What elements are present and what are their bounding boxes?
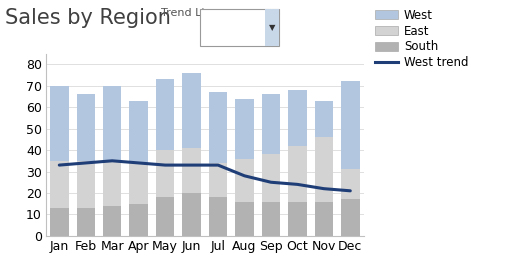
Bar <box>130 163 148 204</box>
Bar <box>76 94 95 161</box>
Bar <box>50 86 69 161</box>
Bar <box>130 101 148 163</box>
Bar <box>288 90 307 146</box>
Bar <box>235 99 254 159</box>
Bar <box>235 202 254 236</box>
Bar <box>182 148 201 193</box>
Legend: West, East, South, West trend: West, East, South, West trend <box>375 9 468 69</box>
Bar <box>103 86 121 161</box>
Bar <box>156 150 175 197</box>
Bar <box>209 197 227 236</box>
Bar <box>235 159 254 202</box>
Bar <box>156 79 175 150</box>
Bar <box>76 161 95 208</box>
Bar <box>50 161 69 208</box>
Bar <box>288 202 307 236</box>
Text: Sales by Region: Sales by Region <box>5 8 171 28</box>
Bar <box>314 137 333 202</box>
Bar <box>314 202 333 236</box>
Bar <box>262 154 280 202</box>
Bar <box>262 202 280 236</box>
Bar <box>103 206 121 236</box>
Bar <box>314 101 333 137</box>
Bar <box>262 94 280 154</box>
Bar <box>130 204 148 236</box>
Text: ▼: ▼ <box>269 23 275 32</box>
Bar <box>341 199 359 236</box>
Bar <box>156 197 175 236</box>
Bar <box>50 208 69 236</box>
Bar <box>182 73 201 148</box>
Bar <box>76 208 95 236</box>
Bar <box>341 81 359 169</box>
Text: West: West <box>206 23 233 32</box>
Bar <box>209 92 227 163</box>
Bar <box>209 163 227 197</box>
Bar <box>341 169 359 199</box>
Bar <box>182 193 201 236</box>
Text: Trend Line:: Trend Line: <box>161 8 222 18</box>
Bar <box>103 161 121 206</box>
Bar <box>288 146 307 202</box>
